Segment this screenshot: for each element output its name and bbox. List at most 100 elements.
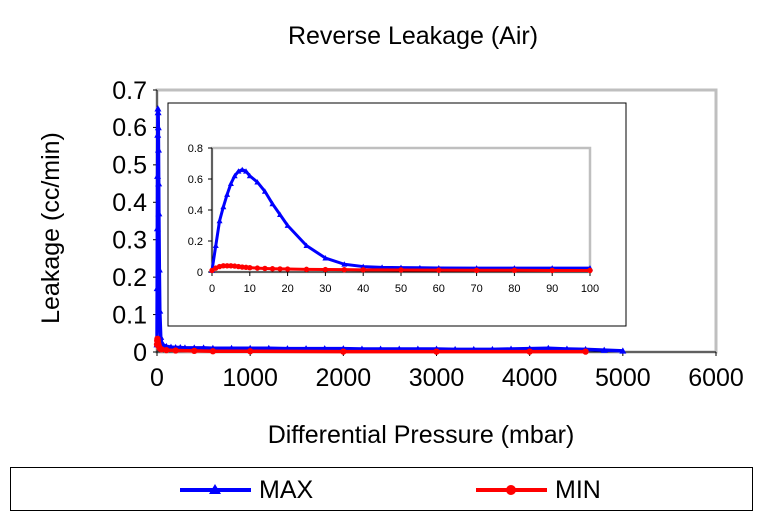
inset-series-max-line bbox=[210, 168, 590, 271]
main-y-tick-label: 0.3 bbox=[112, 226, 147, 254]
inset-series-max-point bbox=[243, 168, 250, 174]
main-series-min-point bbox=[433, 348, 440, 355]
inset-series-max-point bbox=[227, 180, 234, 187]
inset-y-tick-label: 0.6 bbox=[188, 174, 203, 186]
inset-panel bbox=[167, 102, 627, 327]
main-x-tick-label: 6000 bbox=[688, 364, 744, 392]
inset-x-tick-label: 60 bbox=[433, 283, 445, 295]
main-x-tick-label: 3000 bbox=[409, 364, 465, 392]
main-series-min-point bbox=[247, 348, 254, 355]
inset-series-min-point bbox=[322, 266, 329, 273]
main-series-max-point bbox=[154, 172, 162, 179]
main-x-tick-label: 5000 bbox=[595, 364, 651, 392]
inset-x-tick-label: 90 bbox=[546, 283, 558, 295]
inset-series-min-point bbox=[269, 266, 276, 272]
y-axis-label: Leakage (cc/min) bbox=[37, 132, 65, 324]
x-axis-label: Differential Pressure (mbar) bbox=[268, 421, 575, 449]
main-y-tick-label: 0.5 bbox=[112, 152, 147, 180]
main-plot-area: 0 1000 2000 3000 4000 5000 600000.10.20.30.40.… bbox=[112, 77, 744, 392]
inset-series-max-point bbox=[235, 168, 242, 174]
main-series-min-point bbox=[582, 348, 589, 355]
legend-item-min: MIN bbox=[474, 468, 601, 512]
inset-series-min-point bbox=[284, 266, 291, 272]
main-series-max-point bbox=[265, 344, 273, 352]
main-series-max-point bbox=[154, 123, 162, 131]
main-series-max-line bbox=[155, 106, 623, 353]
main-y-tick-label: 0.1 bbox=[112, 301, 147, 329]
main-y-tick-label: 0.7 bbox=[112, 77, 147, 105]
main-series-max-point bbox=[167, 343, 175, 350]
inset-series-min-point bbox=[473, 267, 480, 273]
inset-series-min-point bbox=[247, 264, 253, 271]
legend-max-swatch bbox=[180, 484, 251, 494]
legend-max-label: MAX bbox=[259, 475, 314, 504]
main-series-min-point bbox=[340, 348, 347, 355]
inset-series-min-point bbox=[220, 263, 227, 269]
main-series-min-point bbox=[163, 346, 170, 354]
inset-series-min-point bbox=[254, 265, 261, 271]
main-series-max-point bbox=[200, 344, 208, 351]
inset-series-max-point bbox=[341, 261, 348, 267]
inset-series-min-point bbox=[511, 267, 518, 273]
inset-x-tick-label: 80 bbox=[508, 283, 520, 295]
inset-series-max-point bbox=[231, 172, 238, 179]
inset-series-min-point bbox=[341, 266, 347, 273]
inset-x-tick-label: 40 bbox=[357, 283, 369, 295]
inset-x-tick-label: 10 bbox=[244, 283, 256, 295]
main-x-tick-label: 4000 bbox=[502, 364, 558, 392]
inset-x-tick-label: 20 bbox=[281, 283, 293, 295]
inset-series-min-point bbox=[262, 265, 268, 272]
main-y-tick-label: 0 bbox=[133, 339, 147, 367]
inset-x-tick-label: 100 bbox=[581, 283, 599, 295]
chart-title: Reverse Leakage (Air) bbox=[288, 22, 538, 50]
inset-series-max-point bbox=[224, 191, 231, 197]
inset-series-max-point bbox=[322, 255, 329, 261]
inset-series-max-point bbox=[212, 242, 219, 249]
inset-series-max-point bbox=[269, 200, 276, 207]
main-series-min-point bbox=[191, 347, 198, 355]
main-series-max-point bbox=[154, 131, 162, 138]
legend-min-label: MIN bbox=[555, 475, 601, 504]
inset-x-tick-label: 30 bbox=[319, 283, 331, 295]
main-y-tick-label: 0.6 bbox=[112, 114, 147, 142]
inset-series-min-point bbox=[587, 267, 593, 274]
main-series-max-point bbox=[228, 344, 236, 352]
inset-series-max-point bbox=[379, 264, 386, 270]
main-x-tick-label: 0 bbox=[150, 364, 164, 392]
inset-series-min-point bbox=[224, 263, 230, 269]
main-series-max-point bbox=[600, 346, 608, 353]
main-series-max-point bbox=[156, 307, 164, 314]
main-y-tick-label: 0.4 bbox=[112, 189, 147, 217]
inset-series-max-point bbox=[261, 188, 268, 194]
main-series-max-point bbox=[153, 224, 161, 232]
main-y-tick-label: 0.2 bbox=[112, 264, 147, 292]
main-series-max-point bbox=[153, 284, 161, 292]
inset-series-max-point bbox=[254, 179, 261, 185]
inset-series-min-point bbox=[549, 267, 555, 274]
main-series-min-point bbox=[209, 348, 217, 355]
inset-x-tick-label: 70 bbox=[470, 283, 482, 295]
inset-y-tick-label: 0.4 bbox=[188, 205, 203, 217]
main-series-max-point bbox=[176, 344, 184, 351]
inset-series-min-point bbox=[436, 267, 442, 273]
inset-series-min-point bbox=[303, 266, 310, 273]
inset-x-tick-label: 50 bbox=[395, 283, 407, 295]
main-series-max-point bbox=[154, 108, 162, 116]
legend-min-swatch bbox=[476, 485, 547, 495]
inset-plot-area: 0 10 20 30 40 50 60 70 80 90 100 0 0.2 0.4 0.6 0.8 bbox=[167, 102, 627, 327]
inset-series-max-point bbox=[216, 217, 223, 224]
main-series-min-point bbox=[158, 346, 165, 353]
legend-item-max: MAX bbox=[178, 468, 313, 512]
inset-series-max-point bbox=[220, 203, 227, 210]
inset-series-max-point bbox=[277, 211, 284, 218]
inset-series-min-point bbox=[398, 267, 404, 273]
main-series-max-point bbox=[155, 180, 163, 187]
inset-series-min-point bbox=[277, 266, 283, 272]
main-x-tick-label: 1000 bbox=[222, 364, 278, 392]
main-series-max-point bbox=[155, 210, 163, 217]
main-series-max-point bbox=[154, 105, 162, 112]
inset-series-max-point bbox=[246, 172, 253, 179]
inset-series-max-point bbox=[284, 222, 291, 228]
inset-series-max-point bbox=[239, 166, 246, 173]
